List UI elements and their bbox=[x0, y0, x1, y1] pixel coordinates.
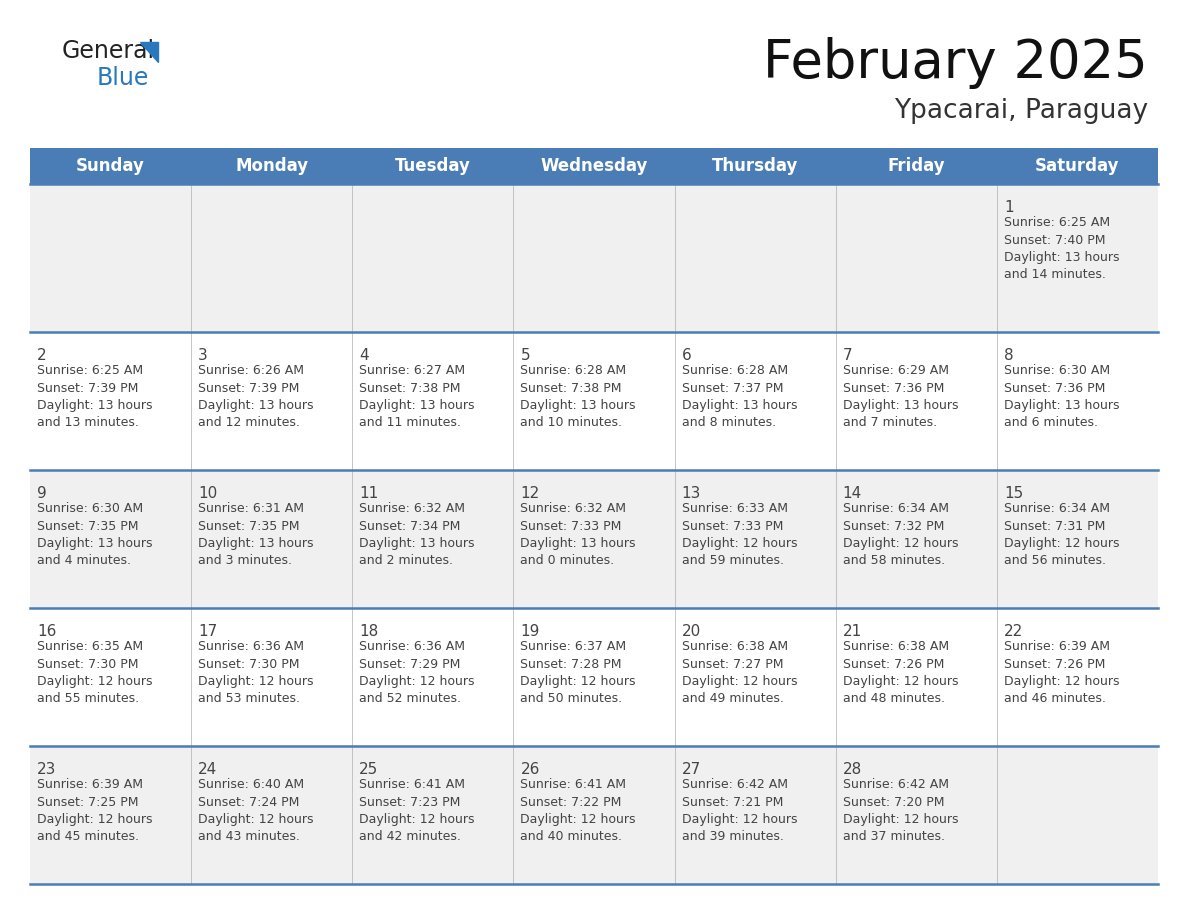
Text: 26: 26 bbox=[520, 762, 539, 777]
Polygon shape bbox=[140, 42, 158, 62]
Text: Sunrise: 6:28 AM
Sunset: 7:38 PM
Daylight: 13 hours
and 10 minutes.: Sunrise: 6:28 AM Sunset: 7:38 PM Dayligh… bbox=[520, 364, 636, 430]
Text: 15: 15 bbox=[1004, 486, 1023, 501]
Bar bbox=[30, 148, 1158, 184]
Text: 11: 11 bbox=[359, 486, 379, 501]
Text: Sunrise: 6:34 AM
Sunset: 7:31 PM
Daylight: 12 hours
and 56 minutes.: Sunrise: 6:34 AM Sunset: 7:31 PM Dayligh… bbox=[1004, 502, 1119, 567]
Text: 24: 24 bbox=[198, 762, 217, 777]
Text: Sunrise: 6:42 AM
Sunset: 7:20 PM
Daylight: 12 hours
and 37 minutes.: Sunrise: 6:42 AM Sunset: 7:20 PM Dayligh… bbox=[842, 778, 959, 844]
Text: Sunrise: 6:42 AM
Sunset: 7:21 PM
Daylight: 12 hours
and 39 minutes.: Sunrise: 6:42 AM Sunset: 7:21 PM Dayligh… bbox=[682, 778, 797, 844]
Text: 9: 9 bbox=[37, 486, 46, 501]
Bar bbox=[30, 332, 1158, 470]
Text: Sunrise: 6:36 AM
Sunset: 7:29 PM
Daylight: 12 hours
and 52 minutes.: Sunrise: 6:36 AM Sunset: 7:29 PM Dayligh… bbox=[359, 640, 475, 706]
Text: February 2025: February 2025 bbox=[763, 37, 1148, 89]
Text: Sunrise: 6:41 AM
Sunset: 7:23 PM
Daylight: 12 hours
and 42 minutes.: Sunrise: 6:41 AM Sunset: 7:23 PM Dayligh… bbox=[359, 778, 475, 844]
Text: Sunrise: 6:40 AM
Sunset: 7:24 PM
Daylight: 12 hours
and 43 minutes.: Sunrise: 6:40 AM Sunset: 7:24 PM Dayligh… bbox=[198, 778, 314, 844]
Text: Sunday: Sunday bbox=[76, 157, 145, 175]
Text: Sunrise: 6:36 AM
Sunset: 7:30 PM
Daylight: 12 hours
and 53 minutes.: Sunrise: 6:36 AM Sunset: 7:30 PM Dayligh… bbox=[198, 640, 314, 706]
Text: 4: 4 bbox=[359, 348, 369, 363]
Text: Sunrise: 6:32 AM
Sunset: 7:34 PM
Daylight: 13 hours
and 2 minutes.: Sunrise: 6:32 AM Sunset: 7:34 PM Dayligh… bbox=[359, 502, 475, 567]
Text: Friday: Friday bbox=[887, 157, 946, 175]
Text: Blue: Blue bbox=[97, 66, 150, 90]
Text: Sunrise: 6:39 AM
Sunset: 7:26 PM
Daylight: 12 hours
and 46 minutes.: Sunrise: 6:39 AM Sunset: 7:26 PM Dayligh… bbox=[1004, 640, 1119, 706]
Bar bbox=[30, 470, 1158, 608]
Text: Sunrise: 6:25 AM
Sunset: 7:40 PM
Daylight: 13 hours
and 14 minutes.: Sunrise: 6:25 AM Sunset: 7:40 PM Dayligh… bbox=[1004, 216, 1119, 282]
Text: Sunrise: 6:30 AM
Sunset: 7:36 PM
Daylight: 13 hours
and 6 minutes.: Sunrise: 6:30 AM Sunset: 7:36 PM Dayligh… bbox=[1004, 364, 1119, 430]
Text: Sunrise: 6:35 AM
Sunset: 7:30 PM
Daylight: 12 hours
and 55 minutes.: Sunrise: 6:35 AM Sunset: 7:30 PM Dayligh… bbox=[37, 640, 152, 706]
Text: 3: 3 bbox=[198, 348, 208, 363]
Text: Ypacarai, Paraguay: Ypacarai, Paraguay bbox=[893, 98, 1148, 124]
Text: 27: 27 bbox=[682, 762, 701, 777]
Text: Sunrise: 6:38 AM
Sunset: 7:26 PM
Daylight: 12 hours
and 48 minutes.: Sunrise: 6:38 AM Sunset: 7:26 PM Dayligh… bbox=[842, 640, 959, 706]
Text: 5: 5 bbox=[520, 348, 530, 363]
Text: Sunrise: 6:27 AM
Sunset: 7:38 PM
Daylight: 13 hours
and 11 minutes.: Sunrise: 6:27 AM Sunset: 7:38 PM Dayligh… bbox=[359, 364, 475, 430]
Text: General: General bbox=[62, 39, 156, 63]
Text: 22: 22 bbox=[1004, 624, 1023, 639]
Text: Tuesday: Tuesday bbox=[394, 157, 470, 175]
Text: Sunrise: 6:29 AM
Sunset: 7:36 PM
Daylight: 13 hours
and 7 minutes.: Sunrise: 6:29 AM Sunset: 7:36 PM Dayligh… bbox=[842, 364, 959, 430]
Text: Sunrise: 6:25 AM
Sunset: 7:39 PM
Daylight: 13 hours
and 13 minutes.: Sunrise: 6:25 AM Sunset: 7:39 PM Dayligh… bbox=[37, 364, 152, 430]
Text: Sunrise: 6:37 AM
Sunset: 7:28 PM
Daylight: 12 hours
and 50 minutes.: Sunrise: 6:37 AM Sunset: 7:28 PM Dayligh… bbox=[520, 640, 636, 706]
Text: 8: 8 bbox=[1004, 348, 1013, 363]
Text: Sunrise: 6:34 AM
Sunset: 7:32 PM
Daylight: 12 hours
and 58 minutes.: Sunrise: 6:34 AM Sunset: 7:32 PM Dayligh… bbox=[842, 502, 959, 567]
Text: Sunrise: 6:31 AM
Sunset: 7:35 PM
Daylight: 13 hours
and 3 minutes.: Sunrise: 6:31 AM Sunset: 7:35 PM Dayligh… bbox=[198, 502, 314, 567]
Text: 16: 16 bbox=[37, 624, 56, 639]
Text: 23: 23 bbox=[37, 762, 56, 777]
Text: 28: 28 bbox=[842, 762, 862, 777]
Text: 21: 21 bbox=[842, 624, 862, 639]
Text: 17: 17 bbox=[198, 624, 217, 639]
Text: Sunrise: 6:30 AM
Sunset: 7:35 PM
Daylight: 13 hours
and 4 minutes.: Sunrise: 6:30 AM Sunset: 7:35 PM Dayligh… bbox=[37, 502, 152, 567]
Text: Monday: Monday bbox=[235, 157, 308, 175]
Text: 25: 25 bbox=[359, 762, 379, 777]
Text: 18: 18 bbox=[359, 624, 379, 639]
Text: 1: 1 bbox=[1004, 200, 1013, 215]
Text: 6: 6 bbox=[682, 348, 691, 363]
Text: 14: 14 bbox=[842, 486, 862, 501]
Text: Thursday: Thursday bbox=[712, 157, 798, 175]
Text: Sunrise: 6:41 AM
Sunset: 7:22 PM
Daylight: 12 hours
and 40 minutes.: Sunrise: 6:41 AM Sunset: 7:22 PM Dayligh… bbox=[520, 778, 636, 844]
Text: Sunrise: 6:38 AM
Sunset: 7:27 PM
Daylight: 12 hours
and 49 minutes.: Sunrise: 6:38 AM Sunset: 7:27 PM Dayligh… bbox=[682, 640, 797, 706]
Text: 7: 7 bbox=[842, 348, 852, 363]
Text: Sunrise: 6:28 AM
Sunset: 7:37 PM
Daylight: 13 hours
and 8 minutes.: Sunrise: 6:28 AM Sunset: 7:37 PM Dayligh… bbox=[682, 364, 797, 430]
Bar bbox=[30, 746, 1158, 884]
Text: Sunrise: 6:32 AM
Sunset: 7:33 PM
Daylight: 13 hours
and 0 minutes.: Sunrise: 6:32 AM Sunset: 7:33 PM Dayligh… bbox=[520, 502, 636, 567]
Text: 13: 13 bbox=[682, 486, 701, 501]
Text: Wednesday: Wednesday bbox=[541, 157, 647, 175]
Text: 20: 20 bbox=[682, 624, 701, 639]
Bar bbox=[30, 608, 1158, 746]
Text: 19: 19 bbox=[520, 624, 539, 639]
Text: Sunrise: 6:26 AM
Sunset: 7:39 PM
Daylight: 13 hours
and 12 minutes.: Sunrise: 6:26 AM Sunset: 7:39 PM Dayligh… bbox=[198, 364, 314, 430]
Bar bbox=[30, 184, 1158, 332]
Text: 12: 12 bbox=[520, 486, 539, 501]
Text: Sunrise: 6:33 AM
Sunset: 7:33 PM
Daylight: 12 hours
and 59 minutes.: Sunrise: 6:33 AM Sunset: 7:33 PM Dayligh… bbox=[682, 502, 797, 567]
Text: Saturday: Saturday bbox=[1035, 157, 1119, 175]
Text: 10: 10 bbox=[198, 486, 217, 501]
Text: Sunrise: 6:39 AM
Sunset: 7:25 PM
Daylight: 12 hours
and 45 minutes.: Sunrise: 6:39 AM Sunset: 7:25 PM Dayligh… bbox=[37, 778, 152, 844]
Text: 2: 2 bbox=[37, 348, 46, 363]
